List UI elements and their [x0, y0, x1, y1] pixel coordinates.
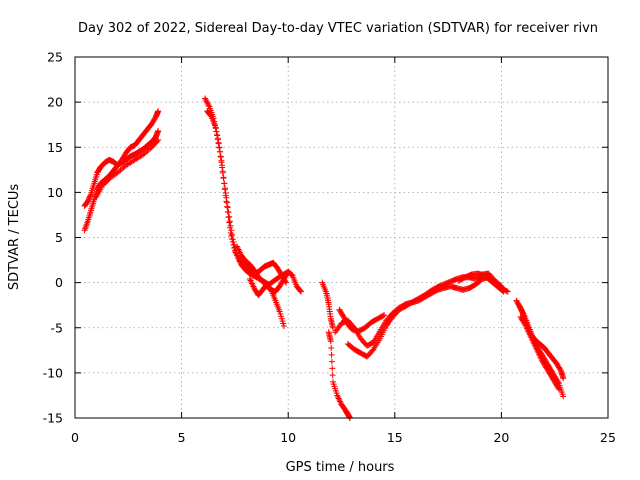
data-point: [202, 96, 209, 103]
data-point: [226, 218, 233, 225]
data-point: [228, 227, 235, 234]
data-point: [297, 288, 304, 295]
grid-lines: [75, 57, 608, 418]
axis-ticks: [74, 56, 609, 419]
data-point: [81, 227, 88, 234]
data-point: [560, 375, 567, 382]
y-tick-label: 25: [47, 50, 63, 65]
data-point: [288, 271, 295, 278]
data-point: [83, 221, 90, 228]
data-point: [381, 312, 388, 319]
data-point: [217, 154, 224, 161]
data-points: [81, 95, 567, 421]
data-point: [204, 99, 211, 106]
y-tick-labels: -15 -10 -5 0 5 10 15 20 25: [43, 50, 63, 426]
data-point: [329, 365, 336, 372]
data-point: [218, 159, 225, 166]
data-point: [221, 185, 228, 192]
data-point: [280, 322, 287, 329]
y-tick-label: 15: [47, 140, 63, 155]
data-point: [214, 136, 221, 143]
data-point: [555, 386, 562, 393]
data-point: [226, 213, 233, 220]
data-point: [203, 98, 210, 105]
x-tick-label: 20: [493, 430, 509, 445]
y-tick-label: 10: [47, 185, 63, 200]
data-point: [228, 232, 235, 239]
data-point: [521, 319, 528, 326]
data-point: [202, 95, 209, 102]
data-point: [328, 345, 335, 352]
data-point: [220, 175, 227, 182]
data-point: [219, 164, 226, 171]
data-point: [499, 287, 506, 294]
data-point: [223, 194, 230, 201]
data-point: [207, 112, 214, 119]
y-axis-label: SDTVAR / TECUs: [7, 184, 22, 291]
data-point: [222, 189, 229, 196]
data-point: [204, 100, 211, 107]
data-point: [555, 384, 562, 391]
data-point: [230, 239, 237, 246]
data-point: [155, 128, 162, 135]
data-point: [87, 192, 94, 199]
x-tick-label: 10: [280, 430, 296, 445]
data-point: [154, 138, 161, 145]
x-tick-label: 15: [387, 430, 403, 445]
data-point: [369, 347, 376, 354]
data-point: [227, 222, 234, 229]
data-point: [328, 351, 335, 358]
y-tick-label: -10: [43, 365, 63, 380]
data-point: [216, 144, 223, 151]
data-point: [500, 288, 507, 295]
x-axis-label: GPS time / hours: [286, 460, 395, 475]
data-point: [212, 124, 219, 131]
data-point: [560, 393, 567, 400]
y-tick-label: 5: [55, 230, 63, 245]
data-point: [328, 358, 335, 365]
data-point: [214, 132, 221, 139]
data-point: [84, 219, 91, 226]
data-point: [155, 108, 162, 115]
y-tick-label: -15: [43, 411, 63, 426]
data-point: [267, 285, 274, 292]
data-point: [221, 180, 228, 187]
data-point: [329, 324, 336, 331]
x-tick-label: 25: [600, 430, 616, 445]
chart-title: Day 302 of 2022, Sidereal Day-to-day VTE…: [78, 21, 598, 36]
data-point: [224, 204, 231, 211]
data-point: [329, 372, 336, 379]
x-tick-labels: 0 5 10 15 20 25: [71, 430, 616, 445]
data-point: [219, 169, 226, 176]
data-point: [205, 102, 212, 109]
data-point: [380, 312, 387, 319]
data-point: [224, 199, 231, 206]
data-point: [297, 287, 304, 294]
data-point: [215, 140, 222, 147]
data-point: [82, 225, 89, 232]
data-point: [213, 128, 220, 135]
data-point: [229, 236, 236, 243]
y-tick-label: 0: [55, 275, 63, 290]
data-point: [83, 222, 90, 229]
data-point: [82, 224, 89, 231]
data-point: [216, 148, 223, 155]
data-point: [225, 209, 232, 216]
data-point: [226, 219, 233, 226]
y-tick-label: 20: [47, 95, 63, 110]
y-tick-label: -5: [51, 320, 63, 335]
data-point: [327, 338, 334, 345]
data-point: [155, 137, 162, 144]
data-point: [229, 231, 236, 238]
x-tick-label: 0: [71, 430, 79, 445]
x-tick-label: 5: [178, 430, 186, 445]
